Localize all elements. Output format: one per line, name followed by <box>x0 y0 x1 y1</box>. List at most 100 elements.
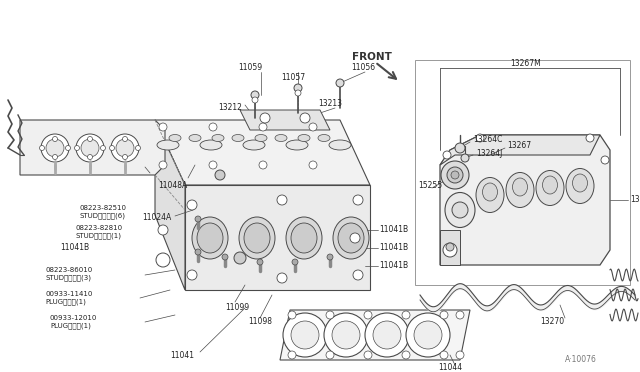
Ellipse shape <box>573 174 588 192</box>
Circle shape <box>116 139 134 157</box>
Polygon shape <box>20 120 165 175</box>
Circle shape <box>40 145 45 151</box>
Text: 08223-86010: 08223-86010 <box>45 267 92 273</box>
Ellipse shape <box>298 135 310 141</box>
Ellipse shape <box>275 135 287 141</box>
Circle shape <box>288 351 296 359</box>
Text: 11041B: 11041B <box>379 262 408 270</box>
Text: 11041B: 11041B <box>379 244 408 253</box>
Circle shape <box>476 134 484 142</box>
Circle shape <box>291 321 319 349</box>
Circle shape <box>259 161 267 169</box>
Polygon shape <box>155 120 370 185</box>
Ellipse shape <box>286 140 308 150</box>
Circle shape <box>76 134 104 162</box>
Circle shape <box>252 97 258 103</box>
Text: STUDスタッド(6): STUDスタッド(6) <box>80 213 126 219</box>
Circle shape <box>260 113 270 123</box>
Circle shape <box>451 171 459 179</box>
Circle shape <box>414 321 442 349</box>
Circle shape <box>88 154 93 160</box>
Circle shape <box>440 311 448 319</box>
Text: 11041B: 11041B <box>60 244 89 253</box>
Ellipse shape <box>543 176 557 194</box>
Text: 13213: 13213 <box>318 99 342 109</box>
Text: 11098: 11098 <box>248 317 272 327</box>
Ellipse shape <box>506 173 534 208</box>
Polygon shape <box>240 110 330 130</box>
Text: FRONT: FRONT <box>352 52 392 62</box>
Circle shape <box>209 123 217 131</box>
Circle shape <box>288 311 296 319</box>
Text: 13267M: 13267M <box>510 60 541 68</box>
Text: 11041B: 11041B <box>379 225 408 234</box>
Circle shape <box>277 195 287 205</box>
Circle shape <box>52 137 58 141</box>
Circle shape <box>195 249 201 255</box>
Circle shape <box>81 139 99 157</box>
Circle shape <box>159 161 167 169</box>
Text: 15255: 15255 <box>418 182 442 190</box>
Circle shape <box>187 200 197 210</box>
Text: 13264: 13264 <box>630 196 640 205</box>
Text: A·10076: A·10076 <box>565 356 597 365</box>
Ellipse shape <box>200 140 222 150</box>
Ellipse shape <box>566 169 594 203</box>
Circle shape <box>158 225 168 235</box>
Circle shape <box>336 79 344 87</box>
Circle shape <box>195 216 201 222</box>
Circle shape <box>326 311 334 319</box>
Ellipse shape <box>255 135 267 141</box>
Ellipse shape <box>244 223 270 253</box>
Text: 00933-11410: 00933-11410 <box>45 291 92 297</box>
Circle shape <box>309 123 317 131</box>
Text: 08223-82810: 08223-82810 <box>75 225 122 231</box>
Text: 13264J: 13264J <box>476 148 502 157</box>
Ellipse shape <box>445 192 475 228</box>
Circle shape <box>353 195 363 205</box>
Ellipse shape <box>286 217 322 259</box>
Polygon shape <box>155 120 185 290</box>
Circle shape <box>156 253 170 267</box>
Circle shape <box>136 145 141 151</box>
Text: 13212: 13212 <box>218 103 242 112</box>
Circle shape <box>402 351 410 359</box>
Polygon shape <box>440 135 610 265</box>
Ellipse shape <box>476 177 504 212</box>
Circle shape <box>209 161 217 169</box>
Ellipse shape <box>338 223 364 253</box>
Ellipse shape <box>189 135 201 141</box>
Circle shape <box>461 154 469 162</box>
Ellipse shape <box>329 140 351 150</box>
Circle shape <box>456 351 464 359</box>
Circle shape <box>324 313 368 357</box>
Circle shape <box>455 143 465 153</box>
Ellipse shape <box>197 223 223 253</box>
Circle shape <box>257 259 263 265</box>
Text: 11024A: 11024A <box>142 214 172 222</box>
Text: 11048A: 11048A <box>158 182 188 190</box>
Bar <box>415 60 630 285</box>
Circle shape <box>111 134 139 162</box>
Ellipse shape <box>212 135 224 141</box>
Circle shape <box>309 161 317 169</box>
Text: 11041: 11041 <box>170 350 194 359</box>
Circle shape <box>441 161 469 189</box>
Polygon shape <box>185 185 370 290</box>
Circle shape <box>300 113 310 123</box>
Polygon shape <box>280 310 470 360</box>
Text: 00933-12010: 00933-12010 <box>50 315 97 321</box>
Circle shape <box>443 243 457 257</box>
Polygon shape <box>440 135 600 165</box>
Circle shape <box>109 145 115 151</box>
Circle shape <box>295 90 301 96</box>
Circle shape <box>447 167 463 183</box>
Text: 13270: 13270 <box>540 317 564 327</box>
Circle shape <box>327 254 333 260</box>
Circle shape <box>452 202 468 218</box>
Circle shape <box>41 134 69 162</box>
Text: 13267: 13267 <box>507 141 531 151</box>
Circle shape <box>52 154 58 160</box>
Circle shape <box>440 351 448 359</box>
Circle shape <box>365 313 409 357</box>
